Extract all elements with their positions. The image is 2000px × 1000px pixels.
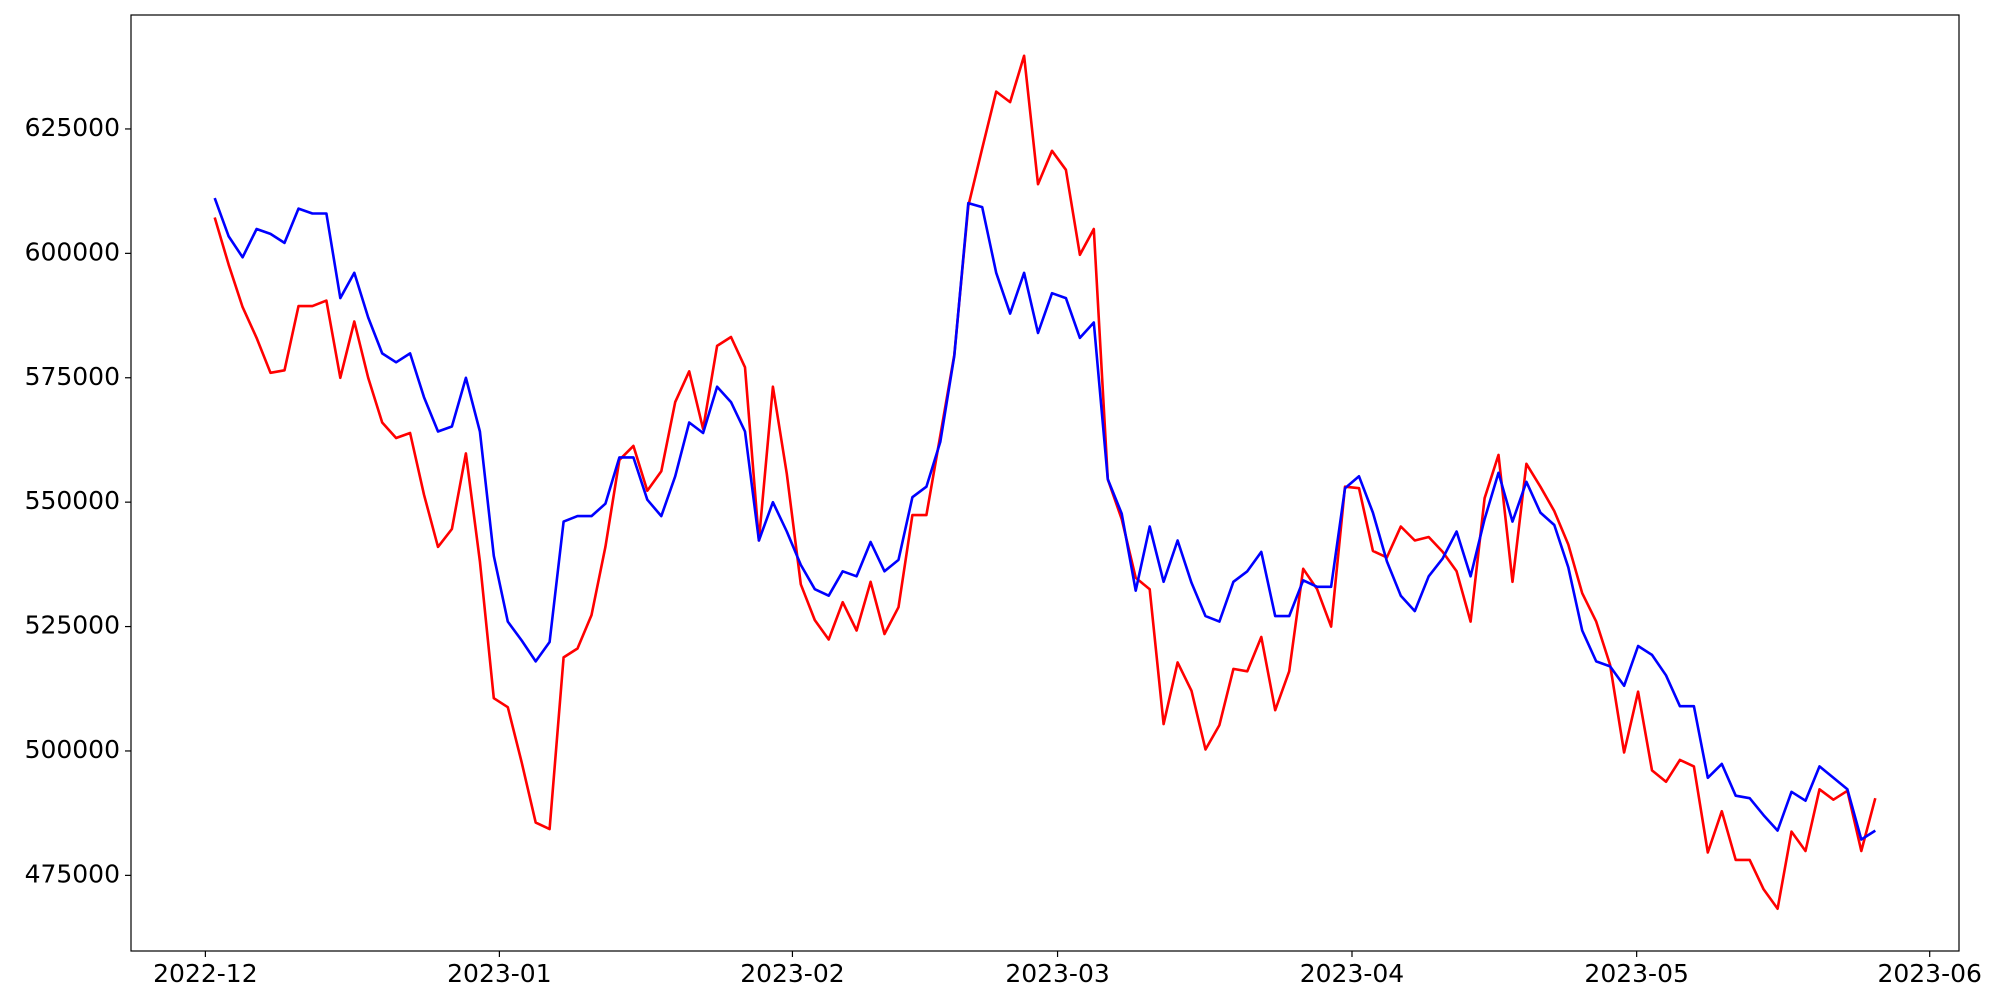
y-tick-label: 500000 bbox=[25, 735, 120, 764]
x-tick-label: 2023-06 bbox=[1877, 959, 1981, 988]
x-tick-label: 2023-01 bbox=[447, 959, 551, 988]
line-series bbox=[213, 197, 1876, 841]
y-tick-label: 575000 bbox=[25, 362, 120, 391]
x-tick-label: 2023-02 bbox=[740, 959, 844, 988]
plot-frame bbox=[130, 14, 1960, 952]
x-tick-label: 2022-12 bbox=[153, 959, 257, 988]
y-tick-label: 625000 bbox=[25, 113, 120, 142]
y-tick-label: 550000 bbox=[25, 486, 120, 515]
x-tick-label: 2023-05 bbox=[1584, 959, 1688, 988]
x-tick-label: 2023-03 bbox=[1005, 959, 1109, 988]
y-tick-label: 475000 bbox=[25, 859, 120, 888]
y-tick-label: 525000 bbox=[25, 611, 120, 640]
y-tick-label: 600000 bbox=[25, 237, 120, 266]
line-series bbox=[213, 54, 1877, 910]
x-tick-label: 2023-04 bbox=[1300, 959, 1404, 988]
